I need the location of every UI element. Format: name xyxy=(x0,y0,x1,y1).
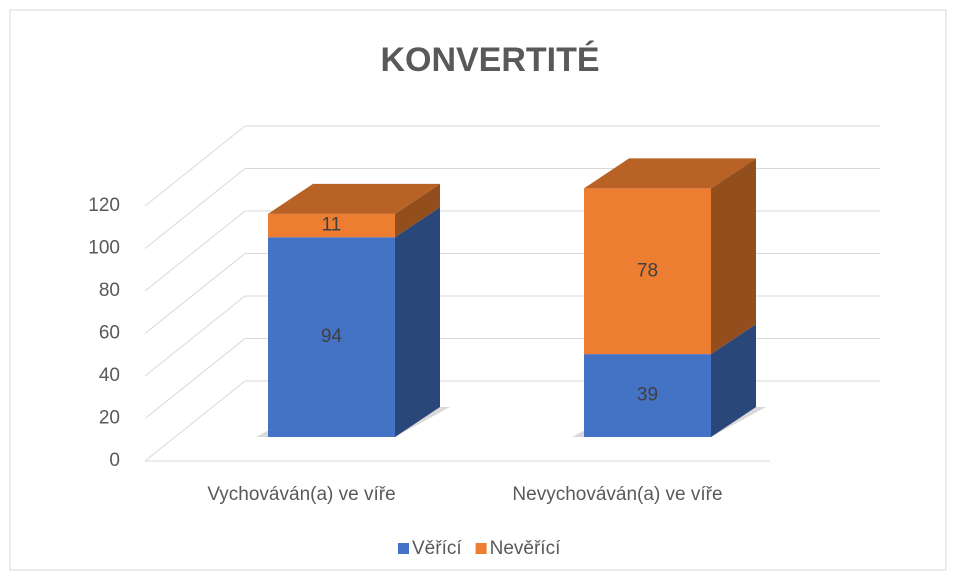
data-label: 11 xyxy=(322,215,342,236)
y-tick-label: 20 xyxy=(99,408,120,429)
x-tick-label: Vychováván(a) ve víře xyxy=(207,484,395,505)
bar-front xyxy=(584,354,711,437)
x-tick-label: Nevychováván(a) ve víře xyxy=(512,484,722,505)
chart-border xyxy=(9,9,947,571)
data-label: 78 xyxy=(637,260,658,281)
bar-side xyxy=(711,324,756,437)
grid-line-side xyxy=(144,210,246,292)
y-tick-label: 40 xyxy=(99,365,120,386)
legend-label: Věřící xyxy=(412,538,462,559)
bar-side xyxy=(711,158,756,355)
data-label: 39 xyxy=(637,385,658,406)
legend-swatch xyxy=(398,543,409,554)
bar-top xyxy=(268,183,440,214)
grid-line-side xyxy=(144,125,246,207)
legend-swatch xyxy=(475,543,487,554)
grid-line-side xyxy=(144,168,246,249)
legend-label: Nevěřící xyxy=(490,538,561,559)
bar-side xyxy=(395,183,440,238)
y-tick-label: 120 xyxy=(88,195,120,216)
grid-line-side xyxy=(144,380,246,462)
bar-top xyxy=(584,158,756,189)
y-tick-label: 0 xyxy=(109,450,120,471)
y-tick-label: 100 xyxy=(88,238,120,259)
y-tick-label: 80 xyxy=(99,280,120,301)
chart-title: KONVERTITÉ xyxy=(380,41,599,79)
bar-front xyxy=(268,213,395,238)
y-tick-label: 60 xyxy=(99,323,120,344)
bar-side xyxy=(395,207,440,437)
bar-front xyxy=(584,188,711,355)
grid-line-side xyxy=(144,295,246,377)
grid-line-side xyxy=(144,338,246,419)
grid-line-side xyxy=(144,253,246,334)
bar-front xyxy=(268,237,395,437)
data-label: 94 xyxy=(321,326,343,347)
